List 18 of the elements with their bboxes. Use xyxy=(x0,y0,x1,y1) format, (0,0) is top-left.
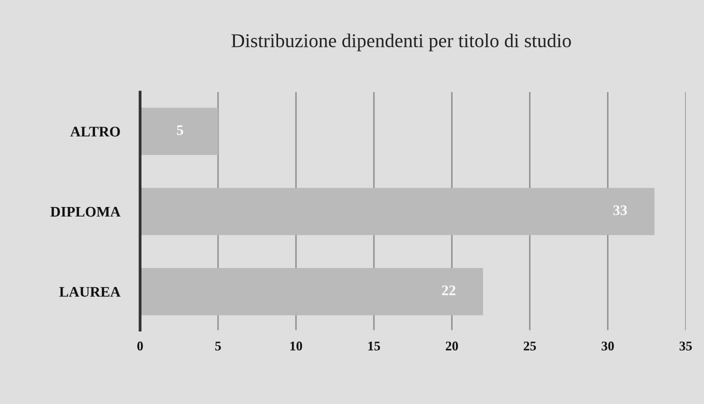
bar xyxy=(140,188,655,236)
y-tick-label: LAUREA xyxy=(59,287,121,297)
y-tick-label: DIPLOMA xyxy=(50,206,121,217)
chart-title: Distribuzione dipendenti per titolo di studio xyxy=(231,34,571,52)
data-label: 22 xyxy=(442,285,456,296)
data-label: 33 xyxy=(613,205,627,216)
bar xyxy=(140,268,484,316)
bar xyxy=(140,108,218,156)
y-tick-label: ALTRO xyxy=(70,126,120,137)
x-tick-label: 25 xyxy=(524,342,536,350)
data-label: 5 xyxy=(176,125,184,136)
x-tick-label: 20 xyxy=(446,342,458,350)
x-tick-label: 30 xyxy=(602,342,614,350)
x-tick-label: 5 xyxy=(215,342,221,350)
x-tick-label: 0 xyxy=(137,342,143,350)
x-tick-label: 15 xyxy=(368,342,380,350)
x-tick-label: 10 xyxy=(290,342,302,350)
x-tick-label: 35 xyxy=(680,342,692,350)
